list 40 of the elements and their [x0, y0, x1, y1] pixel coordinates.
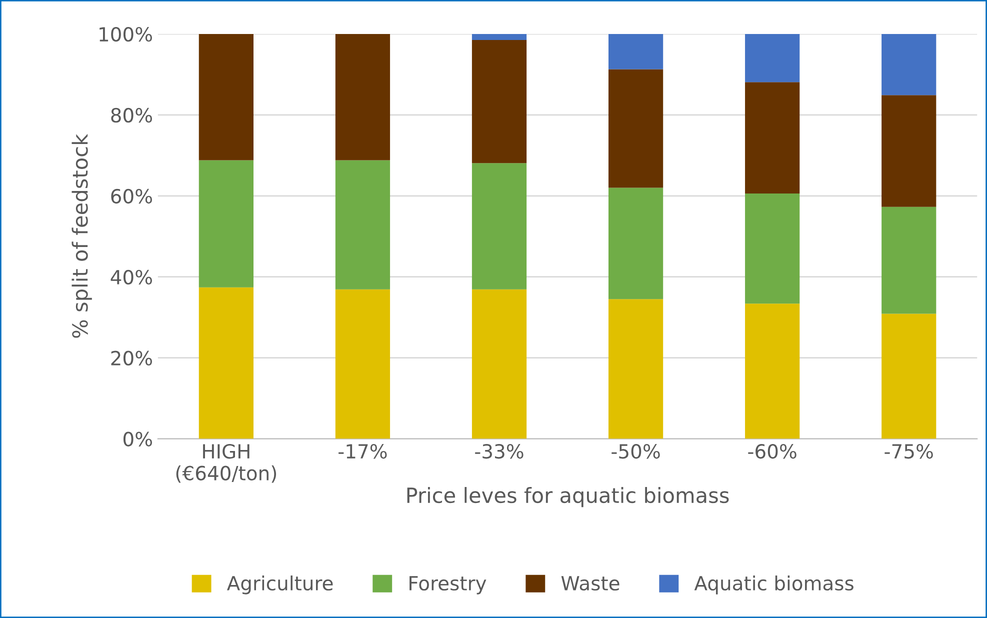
x-tick-label: -60% [748, 444, 796, 459]
y-tick-label: 0% [123, 432, 152, 446]
y-tick-label: 80% [111, 108, 152, 123]
y-axis-title: % split of feedstock [72, 134, 92, 338]
x-tick-label: -75% [884, 444, 933, 459]
bar [198, 287, 254, 439]
y-tick-label: 40% [110, 270, 152, 285]
bar [745, 34, 800, 82]
legend-label: Waste [561, 576, 620, 591]
bar [882, 314, 936, 439]
bar [745, 82, 800, 194]
bar [472, 40, 527, 164]
x-tick-label: -17% [338, 444, 387, 459]
x-tick-label: -33% [475, 444, 524, 459]
bar [472, 163, 527, 290]
bar [198, 160, 254, 288]
legend-label: Aquatic biomass [694, 576, 854, 594]
legend-label: Forestry [410, 576, 486, 594]
bar [608, 299, 664, 439]
bar [745, 193, 800, 304]
bar [882, 34, 936, 96]
bar [882, 206, 936, 314]
bar [608, 69, 664, 188]
y-tick-label: 60% [111, 188, 152, 204]
bar [335, 34, 390, 160]
bar [608, 188, 664, 300]
legend-label: Agriculture [226, 576, 333, 594]
bar [608, 34, 664, 70]
y-tick-label: 20% [111, 350, 152, 366]
x-axis-title: Price leves for aquatic biomass [407, 487, 729, 508]
y-tick-label: 100% [100, 26, 152, 42]
bar [745, 304, 800, 439]
bar [472, 34, 527, 40]
bar [335, 160, 390, 290]
bar [198, 34, 254, 160]
bar [335, 289, 390, 439]
bar [882, 95, 936, 207]
x-tick-label: HIGH (€640/ton) [176, 444, 276, 483]
x-tick-label: -50% [612, 444, 660, 459]
bar [472, 289, 527, 439]
